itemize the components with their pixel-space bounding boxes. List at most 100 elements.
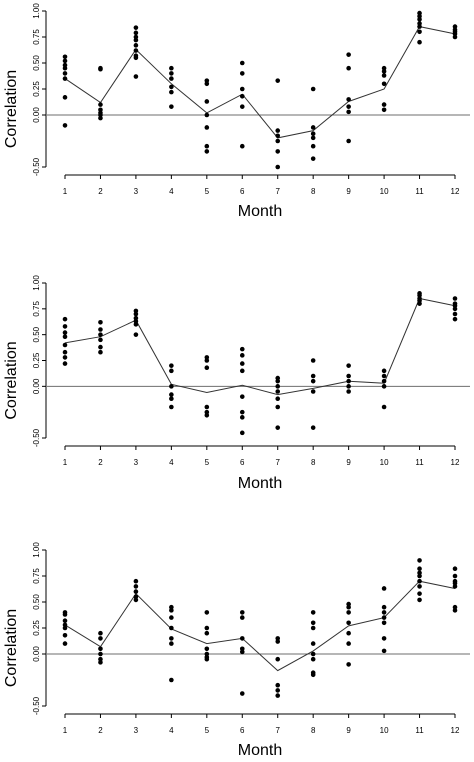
data-point (204, 365, 210, 371)
x-tick-label: 8 (311, 726, 316, 735)
y-tick-label: 1.00 (32, 3, 41, 19)
data-point (452, 316, 458, 322)
data-point (275, 164, 281, 170)
data-point (346, 641, 351, 646)
data-point (239, 143, 245, 149)
y-tick-label: 0.00 (32, 107, 41, 123)
data-point (62, 612, 68, 617)
data-point (169, 625, 174, 631)
data-point (275, 425, 281, 430)
data-point (239, 368, 245, 374)
x-tick-label: 1 (63, 458, 68, 467)
data-point (381, 604, 387, 610)
data-point (417, 301, 422, 306)
y-tick-label: 0.00 (32, 378, 41, 394)
data-point (452, 573, 458, 579)
data-point (62, 349, 68, 355)
data-point (169, 608, 174, 613)
data-point (62, 76, 68, 81)
data-point (310, 135, 316, 141)
data-point (169, 84, 174, 90)
data-point (275, 138, 281, 144)
data-point (417, 578, 422, 584)
x-tick-label: 6 (240, 458, 245, 467)
data-point (239, 409, 245, 415)
data-point (98, 332, 103, 337)
x-tick-label: 9 (346, 726, 351, 735)
y-tick-label: 0.50 (32, 326, 41, 342)
data-point (239, 361, 245, 366)
data-point (346, 97, 351, 102)
data-point (275, 656, 281, 662)
x-tick-label: 4 (169, 458, 174, 467)
x-tick-label: 6 (240, 187, 245, 196)
data-point (98, 66, 103, 72)
data-point (381, 368, 387, 374)
data-point (133, 578, 139, 584)
data-point (275, 149, 281, 154)
data-point (169, 363, 174, 368)
data-point (310, 373, 316, 379)
data-point (346, 620, 351, 626)
x-tick-label: 10 (380, 187, 389, 196)
data-point (346, 384, 351, 389)
data-point (381, 384, 387, 389)
data-point (417, 39, 422, 45)
data-point (381, 636, 387, 641)
data-point (381, 610, 387, 615)
data-point (381, 648, 387, 654)
x-tick-label: 3 (134, 458, 139, 467)
y-tick-label: 0.50 (32, 594, 41, 610)
data-point (452, 34, 458, 40)
data-point (381, 81, 387, 87)
data-point (452, 306, 458, 312)
data-point (310, 610, 316, 615)
data-point (310, 656, 316, 662)
data-point (310, 143, 316, 149)
data-point (239, 86, 245, 92)
data-point (239, 610, 245, 615)
data-point (169, 104, 174, 109)
x-tick-label: 2 (98, 187, 103, 196)
data-point (346, 363, 351, 368)
data-point (62, 324, 68, 329)
data-point (133, 43, 139, 48)
data-point (310, 378, 316, 384)
data-point (346, 378, 351, 384)
data-point (239, 104, 245, 109)
y-tick-label: -0.50 (32, 696, 41, 715)
data-point (98, 115, 103, 121)
data-point (346, 65, 351, 71)
data-point (62, 71, 68, 76)
data-point (452, 311, 458, 317)
data-point (169, 615, 174, 620)
data-point (62, 123, 68, 128)
y-tick-label: 0.50 (32, 55, 41, 71)
data-point (98, 636, 103, 641)
data-point (98, 102, 103, 107)
data-point (62, 618, 68, 624)
x-tick-label: 8 (311, 458, 316, 467)
data-point (98, 319, 103, 325)
data-point (239, 636, 245, 641)
data-point (346, 662, 351, 667)
data-point (98, 337, 103, 343)
data-point (204, 125, 210, 130)
data-point (239, 430, 245, 436)
x-tick-label: 2 (98, 458, 103, 467)
data-point (239, 60, 245, 66)
data-point (169, 368, 174, 374)
data-point (169, 404, 174, 410)
data-point (310, 425, 316, 430)
x-tick-label: 6 (240, 726, 245, 735)
data-point (381, 404, 387, 410)
data-point (204, 112, 210, 118)
x-tick-label: 1 (63, 726, 68, 735)
data-point (133, 597, 139, 603)
data-point (452, 296, 458, 301)
data-point (169, 396, 174, 402)
data-point (346, 138, 351, 144)
y-tick-label: 0.25 (32, 620, 41, 636)
